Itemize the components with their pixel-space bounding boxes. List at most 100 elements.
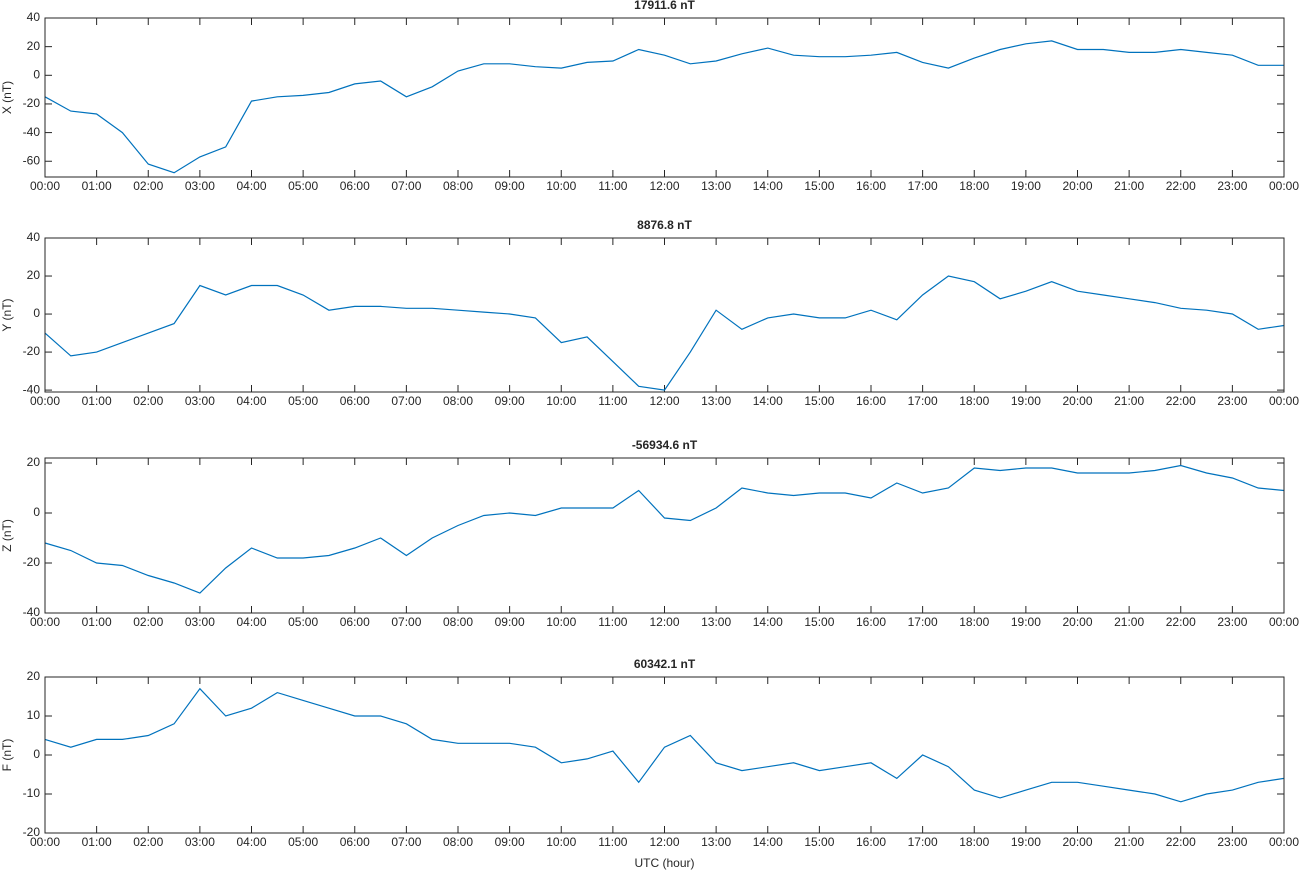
y-tick-label: 40 (27, 10, 41, 24)
x-tick-label: 11:00 (598, 394, 627, 408)
x-tick-label: 07:00 (391, 179, 421, 193)
x-tick-label: 08:00 (443, 394, 473, 408)
x-tick-label: 21:00 (1114, 179, 1144, 193)
x-tick-label: 15:00 (804, 179, 834, 193)
x-tick-label: 00:00 (1269, 615, 1299, 629)
x-tick-label: 19:00 (1011, 835, 1041, 849)
axes-background (45, 238, 1284, 392)
x-tick-label: 16:00 (856, 835, 886, 849)
y-tick-label: -10 (23, 786, 41, 800)
x-tick-label: 20:00 (1062, 394, 1092, 408)
x-tick-label: 20:00 (1062, 179, 1092, 193)
y-axis-label: F (nT) (0, 739, 14, 772)
axes-box (44, 17, 1285, 178)
x-tick-label: 07:00 (391, 394, 421, 408)
x-tick-label: 14:00 (753, 179, 783, 193)
y-axis-label: Y (nT) (0, 298, 14, 331)
x-tick-label: 15:00 (804, 394, 834, 408)
x-tick-label: 05:00 (288, 179, 318, 193)
x-tick-label: 17:00 (908, 835, 938, 849)
x-tick-label: 23:00 (1217, 179, 1247, 193)
chart-title: 17911.6 nT (634, 0, 695, 12)
y-axis-label: X (nT) (0, 81, 14, 114)
x-tick-label: 17:00 (908, 394, 938, 408)
x-tick-label: 18:00 (959, 394, 989, 408)
x-tick-label: 16:00 (856, 394, 886, 408)
y-tick-label: -20 (23, 555, 41, 569)
x-tick-label: 12:00 (649, 835, 679, 849)
y-tick-label: -60 (23, 153, 41, 167)
axes-background (45, 677, 1284, 833)
data-line (44, 40, 1284, 174)
x-tick-label: 10:00 (546, 615, 576, 629)
x-tick-label: 00:00 (1269, 394, 1299, 408)
x-tick-label: 03:00 (185, 615, 215, 629)
axes-background (45, 458, 1284, 613)
x-tick-label: 14:00 (753, 394, 783, 408)
x-tick-label: 22:00 (1166, 615, 1196, 629)
x-tick-label: 03:00 (185, 394, 215, 408)
x-tick-label: 01:00 (82, 394, 112, 408)
chart-title: 8876.8 nT (637, 218, 692, 232)
x-tick-label: 22:00 (1166, 179, 1196, 193)
x-tick-label: 02:00 (133, 615, 163, 629)
y-tick-label: 0 (33, 505, 40, 519)
x-tick-label: 17:00 (908, 615, 938, 629)
y-tick-label: 20 (27, 39, 41, 53)
x-tick-label: 01:00 (82, 615, 112, 629)
y-tick-label: 0 (33, 747, 40, 761)
x-tick-label: 06:00 (340, 835, 370, 849)
x-tick-label: 19:00 (1011, 394, 1041, 408)
y-tick-label: -40 (23, 605, 41, 619)
axes-box (44, 237, 1285, 393)
x-tick-label: 05:00 (288, 394, 318, 408)
x-tick-label: 04:00 (236, 835, 266, 849)
x-tick-label: 20:00 (1062, 615, 1092, 629)
chart-title: -56934.6 nT (632, 438, 698, 452)
x-tick-label: 07:00 (391, 615, 421, 629)
x-tick-label: 13:00 (701, 615, 731, 629)
y-tick-label: -40 (23, 382, 41, 396)
x-tick-label: 04:00 (236, 179, 266, 193)
y-tick-label: -20 (23, 96, 41, 110)
x-tick-label: 00:00 (30, 835, 60, 849)
x-tick-label: 22:00 (1166, 835, 1196, 849)
x-tick-label: 18:00 (959, 179, 989, 193)
x-tick-label: 21:00 (1114, 835, 1144, 849)
x-tick-label: 02:00 (133, 394, 163, 408)
data-line (44, 464, 1285, 594)
x-tick-label: 07:00 (391, 835, 421, 849)
x-tick-label: 15:00 (804, 615, 834, 629)
x-tick-label: 06:00 (340, 394, 370, 408)
x-tick-label: 09:00 (495, 179, 525, 193)
x-tick-label: 21:00 (1114, 394, 1144, 408)
y-axis-label: Z (nT) (0, 519, 14, 552)
x-tick-label: 04:00 (236, 615, 266, 629)
x-tick-label: 12:00 (649, 179, 679, 193)
x-tick-label: 04:00 (236, 394, 266, 408)
x-tick-label: 19:00 (1011, 179, 1041, 193)
axes-background (45, 18, 1284, 177)
axes-box (44, 676, 1285, 834)
axes-box (44, 457, 1285, 614)
x-tick-label: 11:00 (598, 615, 627, 629)
x-tick-label: 23:00 (1217, 615, 1247, 629)
x-tick-label: 18:00 (959, 835, 989, 849)
x-tick-label: 00:00 (30, 615, 60, 629)
x-tick-label: 08:00 (443, 615, 473, 629)
x-tick-label: 03:00 (185, 835, 215, 849)
x-tick-label: 13:00 (701, 835, 731, 849)
y-tick-label: -20 (23, 344, 41, 358)
x-tick-label: 09:00 (495, 615, 525, 629)
y-tick-label: 20 (27, 268, 41, 282)
y-tick-label: 0 (33, 306, 40, 320)
x-tick-label: 17:00 (908, 179, 938, 193)
x-tick-label: 02:00 (133, 835, 163, 849)
x-tick-label: 09:00 (495, 835, 525, 849)
y-tick-label: 0 (33, 67, 40, 81)
x-tick-label: 18:00 (959, 615, 989, 629)
x-tick-label: 03:00 (185, 179, 215, 193)
x-tick-label: 13:00 (701, 394, 731, 408)
